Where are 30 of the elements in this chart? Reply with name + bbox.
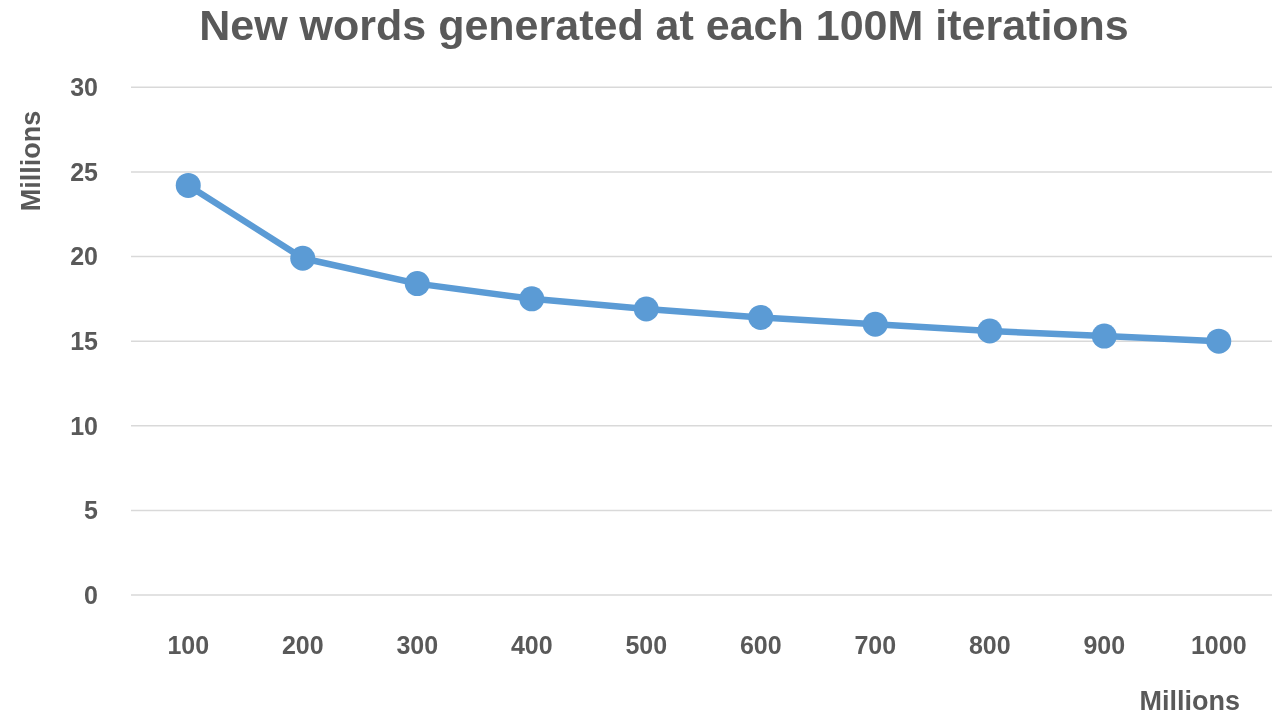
x-tick-label: 400 [510, 630, 553, 659]
x-tick-label: 200 [281, 630, 324, 659]
y-tick-label: 15 [70, 326, 99, 355]
x-tick-label: 1000 [1190, 630, 1247, 659]
y-tick-label: 10 [70, 411, 98, 440]
chart-title: New words generated at each 100M iterations [199, 1, 1129, 49]
point [1206, 328, 1232, 354]
y-axis-title: Millions [16, 110, 46, 212]
point [519, 286, 545, 312]
y-tick-label: 30 [70, 73, 98, 102]
point [1091, 323, 1117, 349]
y-tick-label: 20 [70, 242, 98, 271]
point [977, 318, 1003, 344]
point [633, 296, 659, 322]
x-tick-label: 100 [167, 630, 210, 659]
x-tick-label: 900 [1083, 630, 1126, 659]
point [175, 172, 201, 198]
y-tick-label: 5 [84, 496, 99, 525]
point [404, 271, 430, 297]
x-tick-label: 800 [968, 630, 1011, 659]
point [290, 245, 316, 271]
x-tick-label: 700 [854, 630, 897, 659]
y-tick-label: 25 [70, 157, 99, 186]
point [862, 311, 888, 337]
point [748, 304, 774, 330]
x-tick-label: 300 [396, 630, 439, 659]
x-tick-label: 500 [625, 630, 668, 659]
x-axis-title: Millions [1139, 686, 1240, 716]
x-tick-label: 600 [739, 630, 782, 659]
y-tick-label: 0 [84, 580, 98, 609]
